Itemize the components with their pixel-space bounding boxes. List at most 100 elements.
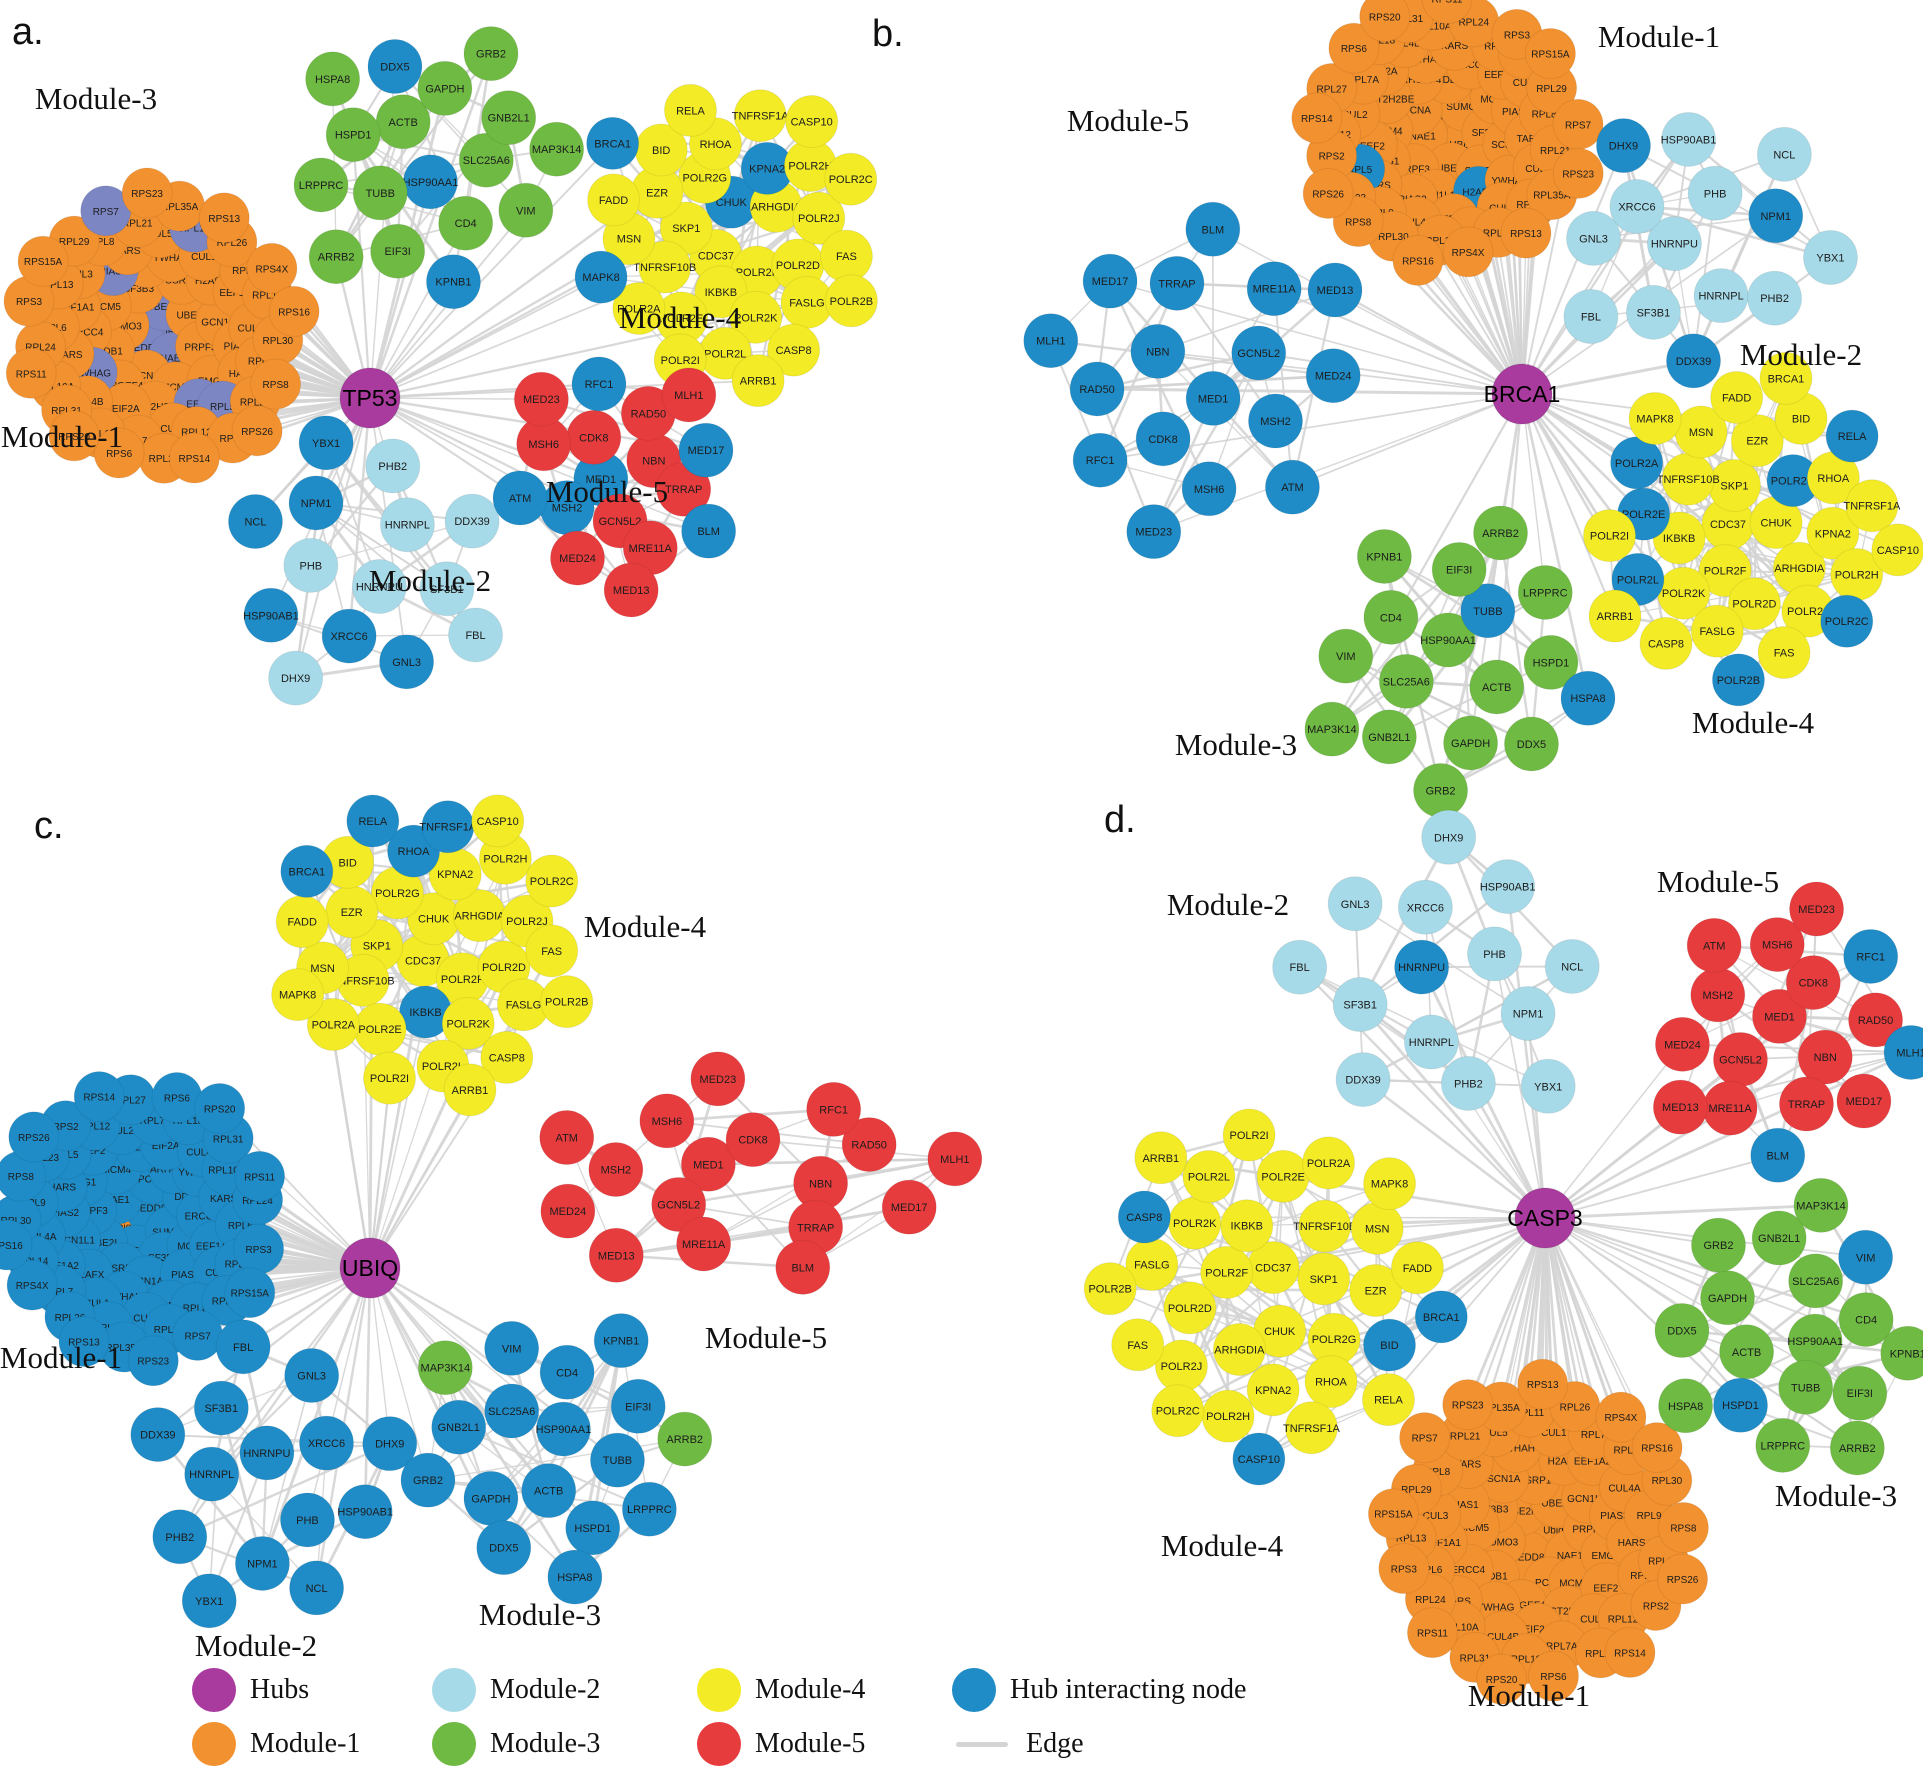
node-BLM (775, 1239, 831, 1295)
edge (369, 142, 614, 399)
node-DDX39 (1335, 1052, 1391, 1108)
edge (567, 1078, 719, 1212)
node-RPS26 (1302, 167, 1354, 219)
node-EZR (325, 885, 379, 939)
node-POLR2E (1256, 1149, 1310, 1203)
node-MSH6 (639, 1093, 695, 1149)
node-HSP90AB1 (243, 587, 299, 643)
module-title-d-module-1: Module-1 (1468, 1678, 1590, 1713)
node-VIM (498, 182, 554, 238)
node-MED13 (603, 562, 659, 618)
node-HNRNPU (1394, 939, 1450, 995)
edge (331, 78, 399, 252)
node-TNFRSF1A (1845, 479, 1899, 533)
node-RPS16 (268, 285, 320, 337)
node-DDX39 (1666, 333, 1722, 389)
hub-UBIQ (339, 1237, 401, 1299)
node-LRPPRC (293, 157, 349, 213)
edge (368, 53, 493, 399)
node-RPS11 (1421, 0, 1473, 25)
edge (369, 222, 467, 399)
node-MED24 (1654, 1016, 1710, 1072)
node-ARRB2 (1829, 1420, 1885, 1476)
node-POLR2C (1151, 1384, 1205, 1438)
node-POLR2A (612, 281, 666, 335)
node-BLM (1750, 1127, 1806, 1183)
hub-label-BRCA1: BRCA1 (1484, 381, 1561, 407)
node-FADD (1390, 1241, 1444, 1295)
node-HSP90AA1 (1420, 612, 1476, 668)
node-LRPPRC (621, 1481, 677, 1537)
node-NBN (1130, 323, 1186, 379)
edge (1359, 1003, 1547, 1219)
module-title-b-module-3: Module-3 (1175, 727, 1297, 762)
node-GCN5L2 (1712, 1031, 1768, 1087)
node-HNRNPL (379, 497, 435, 553)
node-YBX1 (298, 415, 354, 471)
node-RPS23 (121, 167, 173, 219)
node-EZR (1730, 414, 1784, 468)
node-MED17 (881, 1179, 937, 1235)
node-RPS14 (168, 432, 220, 484)
node-TNFRSF1A (1284, 1401, 1338, 1455)
node-HSPA8 (305, 51, 361, 107)
module-title-b-module-4: Module-4 (1692, 705, 1815, 740)
node-BRCA1 (1414, 1290, 1468, 1344)
node-RPS20 (1476, 1653, 1528, 1705)
node-POLR2L (1182, 1150, 1236, 1204)
edge (1152, 352, 1260, 533)
node-YBX1 (1520, 1058, 1576, 1114)
node-ACTB (1469, 659, 1525, 715)
node-RFC1 (1843, 928, 1899, 984)
node-RPS20 (48, 410, 100, 462)
node-MRE11A (676, 1216, 732, 1272)
node-ARRB1 (443, 1063, 497, 1117)
node-POLR2B (540, 975, 594, 1029)
module-title-c-module-4: Module-4 (584, 909, 707, 944)
panel-letter-b: b. (872, 13, 904, 55)
node-MED13 (1307, 262, 1363, 318)
node-DDX5 (367, 39, 423, 95)
module-title-b-module-5: Module-5 (1067, 103, 1189, 138)
module-title-c-module-5: Module-5 (705, 1320, 827, 1355)
node-PHB (1467, 926, 1523, 982)
node-ARRB2 (308, 229, 364, 285)
node-ACTB (1719, 1324, 1775, 1380)
node-CDK8 (1785, 955, 1841, 1011)
node-FADD (587, 173, 641, 227)
node-MAP3K14 (529, 121, 585, 177)
node-GNB2L1 (1361, 709, 1417, 765)
node-CASP8 (1117, 1190, 1171, 1244)
edge (541, 398, 707, 452)
node-FAS (525, 924, 579, 978)
node-HSP90AA1 (1787, 1313, 1843, 1369)
node-CDK8 (725, 1112, 781, 1168)
node-SLC25A6 (484, 1383, 540, 1439)
edge (591, 1340, 623, 1529)
edge (1466, 1217, 1547, 1406)
node-CDK8 (566, 409, 622, 465)
node-BLM (1185, 201, 1241, 257)
node-FBL (215, 1319, 271, 1375)
node-HSPD1 (325, 107, 381, 163)
node-MED24 (550, 530, 606, 586)
node-SLC25A6 (1788, 1253, 1844, 1309)
node-RPS11 (1406, 1607, 1458, 1659)
node-MAP3K14 (1304, 701, 1360, 757)
edge (1362, 965, 1573, 1081)
node-TUBB (352, 165, 408, 221)
node-FBL (1563, 289, 1619, 345)
node-EIF3I (370, 223, 426, 279)
module-title-d-module-5: Module-5 (1657, 864, 1779, 899)
node-RPS4X (1442, 226, 1494, 278)
node-PHB2 (1747, 270, 1803, 326)
node-RPS11 (5, 347, 57, 399)
node-CASP10 (471, 794, 525, 848)
node-GRB2 (1690, 1217, 1746, 1273)
node-XRCC6 (1397, 879, 1453, 935)
node-EZR (1349, 1264, 1403, 1318)
node-HNRNPU (1646, 216, 1702, 272)
node-POLR2D (1163, 1281, 1217, 1335)
node-BLM (681, 503, 737, 559)
